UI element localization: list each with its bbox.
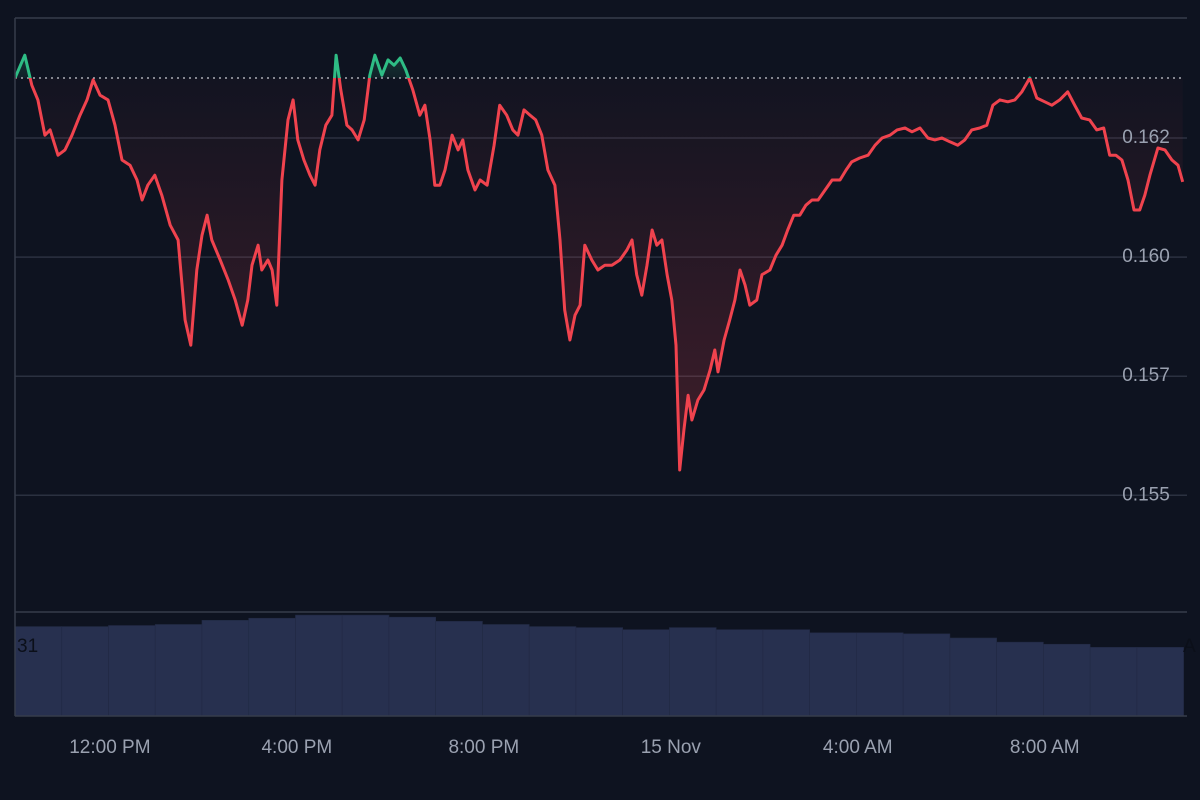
volume-bar xyxy=(809,632,857,717)
y-tick-label: 0.157 xyxy=(1122,365,1170,386)
volume-pane xyxy=(14,614,1184,717)
price-pane xyxy=(15,53,1185,472)
volume-bar xyxy=(388,616,436,717)
x-tick-label: 4:00 AM xyxy=(823,737,893,758)
volume-bar xyxy=(528,626,577,717)
volume-bar xyxy=(669,627,717,717)
volume-bar xyxy=(482,624,530,717)
volume-bar xyxy=(902,633,951,717)
volume-bar xyxy=(856,632,904,717)
x-tick-label: 8:00 AM xyxy=(1010,737,1080,758)
volume-bar xyxy=(762,629,810,717)
volume-bar xyxy=(341,614,390,717)
frame xyxy=(14,17,1187,717)
volume-bar xyxy=(1043,643,1091,717)
y-tick-label: 0.155 xyxy=(1122,484,1170,505)
price-line xyxy=(15,53,1185,472)
volume-bar xyxy=(949,637,997,717)
volume-bar xyxy=(622,629,670,717)
volume-bar xyxy=(1089,647,1138,717)
pane-label: 31 xyxy=(17,636,38,657)
x-tick-label: 8:00 PM xyxy=(448,737,519,758)
volume-bar xyxy=(201,620,250,717)
volume-bar xyxy=(1136,647,1184,717)
volume-bar xyxy=(248,617,296,717)
y-tick-label: 0.162 xyxy=(1122,127,1170,148)
volume-bar xyxy=(715,629,764,717)
volume-bar xyxy=(61,626,109,717)
labels: 0.162 0.160 0.157 0.155 12:00 PM 4:00 PM 8:00 … xyxy=(17,127,1196,758)
y-tick-label: 0.160 xyxy=(1122,246,1170,267)
pane-label: A xyxy=(1183,636,1196,657)
volume-bar xyxy=(575,627,623,717)
volume-bar xyxy=(295,614,343,717)
x-tick-label: 4:00 PM xyxy=(261,737,332,758)
baseline-area xyxy=(15,55,1183,470)
x-tick-label: 15 Nov xyxy=(641,737,702,758)
volume-bar xyxy=(108,625,156,717)
volume-bar xyxy=(435,621,483,717)
volume-bar xyxy=(154,624,203,717)
volume-bar xyxy=(996,641,1044,717)
x-tick-label: 12:00 PM xyxy=(69,737,150,758)
